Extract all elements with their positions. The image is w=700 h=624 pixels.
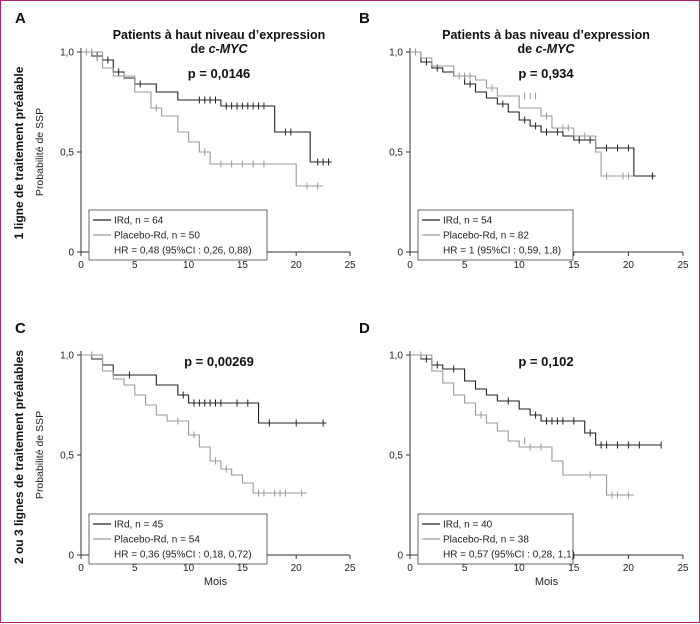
legend-label-ird: IRd, n = 54	[443, 216, 493, 227]
x-tick-label: 15	[568, 260, 580, 271]
legend-label-placebo: Placebo-Rd, n = 38	[443, 535, 529, 546]
y-tick-label: 0	[397, 248, 403, 259]
panel-letter: D	[359, 320, 370, 337]
y-tick-label: 0,5	[389, 451, 403, 462]
x-tick-label: 10	[183, 260, 195, 271]
legend-box	[88, 513, 268, 565]
y-tick-label: 0	[68, 551, 74, 562]
p-value: p = 0,0146	[188, 66, 251, 81]
series-ird	[410, 51, 656, 180]
km-step-curve	[410, 354, 662, 446]
panel-title-line: Patients à haut niveau d’expression	[113, 28, 326, 42]
x-tick-label: 25	[344, 260, 356, 271]
y-tick-label: 0,5	[60, 451, 74, 462]
x-tick-label: 20	[291, 563, 303, 574]
x-tick-label: 10	[514, 260, 526, 271]
x-tick-label: 10	[183, 563, 195, 574]
y-tick-label: 1,0	[60, 351, 74, 362]
y-tick-label: 0,5	[389, 148, 403, 159]
legend: IRd, n = 40 Placebo-Rd, n = 38 HR = 0,57 (…	[417, 513, 575, 565]
p-value: p = 0,00269	[184, 354, 254, 369]
series-placebo-rd	[410, 48, 634, 180]
x-tick-label: 10	[514, 563, 526, 574]
panel-d: Dp = 0,102 0 5 10 15 20 25 0 0,5 1,0 Mois IRd, n = …	[359, 320, 689, 588]
legend-hazard-ratio: HR = 0,57 (95%CI : 0,28, 1,1)	[443, 550, 575, 561]
x-axis-label: Mois	[535, 576, 559, 588]
legend-label-ird: IRd, n = 40	[443, 520, 493, 531]
legend: IRd, n = 64 Placebo-Rd, n = 50 HR = 0,48 (…	[88, 209, 268, 261]
panel-c: Cp = 0,00269 0 5 10 15 20 25 0 0,5 1,0 Probabilité…	[15, 320, 356, 588]
panel-letter: A	[15, 10, 26, 27]
legend-label-placebo: Placebo-Rd, n = 50	[114, 231, 200, 242]
y-tick-label: 0	[68, 248, 74, 259]
y-tick-label: 0	[397, 551, 403, 562]
x-axis-label: Mois	[204, 576, 228, 588]
row-label-2: 2 ou 3 lignes de traitement préalables	[12, 350, 26, 564]
series-placebo-rd	[81, 351, 307, 497]
y-axis-label: Probabilité de SSP	[34, 108, 46, 196]
x-tick-label: 0	[78, 563, 84, 574]
legend-label-ird: IRd, n = 64	[114, 216, 164, 227]
x-tick-label: 25	[677, 563, 689, 574]
x-tick-label: 0	[78, 260, 84, 271]
x-tick-label: 15	[237, 563, 249, 574]
x-tick-label: 25	[344, 563, 356, 574]
legend-hazard-ratio: HR = 0,48 (95%CI : 0,26, 0,88)	[114, 246, 252, 257]
y-tick-label: 1,0	[389, 351, 403, 362]
km-step-curve	[81, 354, 307, 494]
x-tick-label: 20	[623, 260, 635, 271]
legend-box	[88, 209, 268, 261]
x-tick-label: 5	[132, 260, 138, 271]
x-tick-label: 15	[237, 260, 249, 271]
y-tick-label: 0,5	[60, 148, 74, 159]
x-tick-label: 20	[623, 563, 635, 574]
legend: IRd, n = 54 Placebo-Rd, n = 82 HR = 1 (95%…	[417, 209, 574, 261]
x-tick-label: 0	[407, 563, 413, 574]
x-tick-label: 20	[291, 260, 303, 271]
panel-letter: B	[359, 10, 370, 27]
legend-box	[417, 513, 574, 565]
series-ird	[81, 354, 327, 427]
y-axis-label: Probabilité de SSP	[34, 411, 46, 499]
x-tick-label: 5	[462, 563, 468, 574]
legend-label-placebo: Placebo-Rd, n = 54	[114, 535, 200, 546]
legend-label-ird: IRd, n = 45	[114, 520, 164, 531]
panel-title-line: de c-MYC	[518, 42, 576, 56]
legend-label-placebo: Placebo-Rd, n = 82	[443, 231, 529, 242]
x-tick-label: 25	[677, 260, 689, 271]
legend-hazard-ratio: HR = 0,36 (95%CI : 0,18, 0,72)	[114, 550, 252, 561]
y-tick-label: 1,0	[60, 48, 74, 59]
legend: IRd, n = 45 Placebo-Rd, n = 54 HR = 0,36 (…	[88, 513, 268, 565]
x-tick-label: 0	[407, 260, 413, 271]
legend-hazard-ratio: HR = 1 (95%CI : 0,59, 1,8)	[443, 246, 561, 257]
x-tick-label: 5	[462, 260, 468, 271]
p-value: p = 0,102	[518, 354, 573, 369]
x-tick-label: 15	[568, 563, 580, 574]
panel-letter: C	[15, 320, 26, 337]
panel-title-line: Patients à bas niveau d’expression	[442, 28, 650, 42]
series-placebo-rd	[410, 351, 634, 499]
x-tick-label: 5	[132, 563, 138, 574]
series-placebo-rd	[81, 48, 324, 190]
row-label-1: 1 ligne de traitement préalable	[12, 66, 26, 239]
y-tick-label: 1,0	[389, 48, 403, 59]
legend-box	[417, 209, 574, 261]
km-step-curve	[410, 51, 634, 177]
km-step-curve	[81, 354, 327, 424]
series-ird	[410, 354, 662, 449]
panel-title-line: de c-MYC	[191, 42, 249, 56]
km-step-curve	[410, 354, 634, 496]
p-value: p = 0,934	[518, 66, 574, 81]
